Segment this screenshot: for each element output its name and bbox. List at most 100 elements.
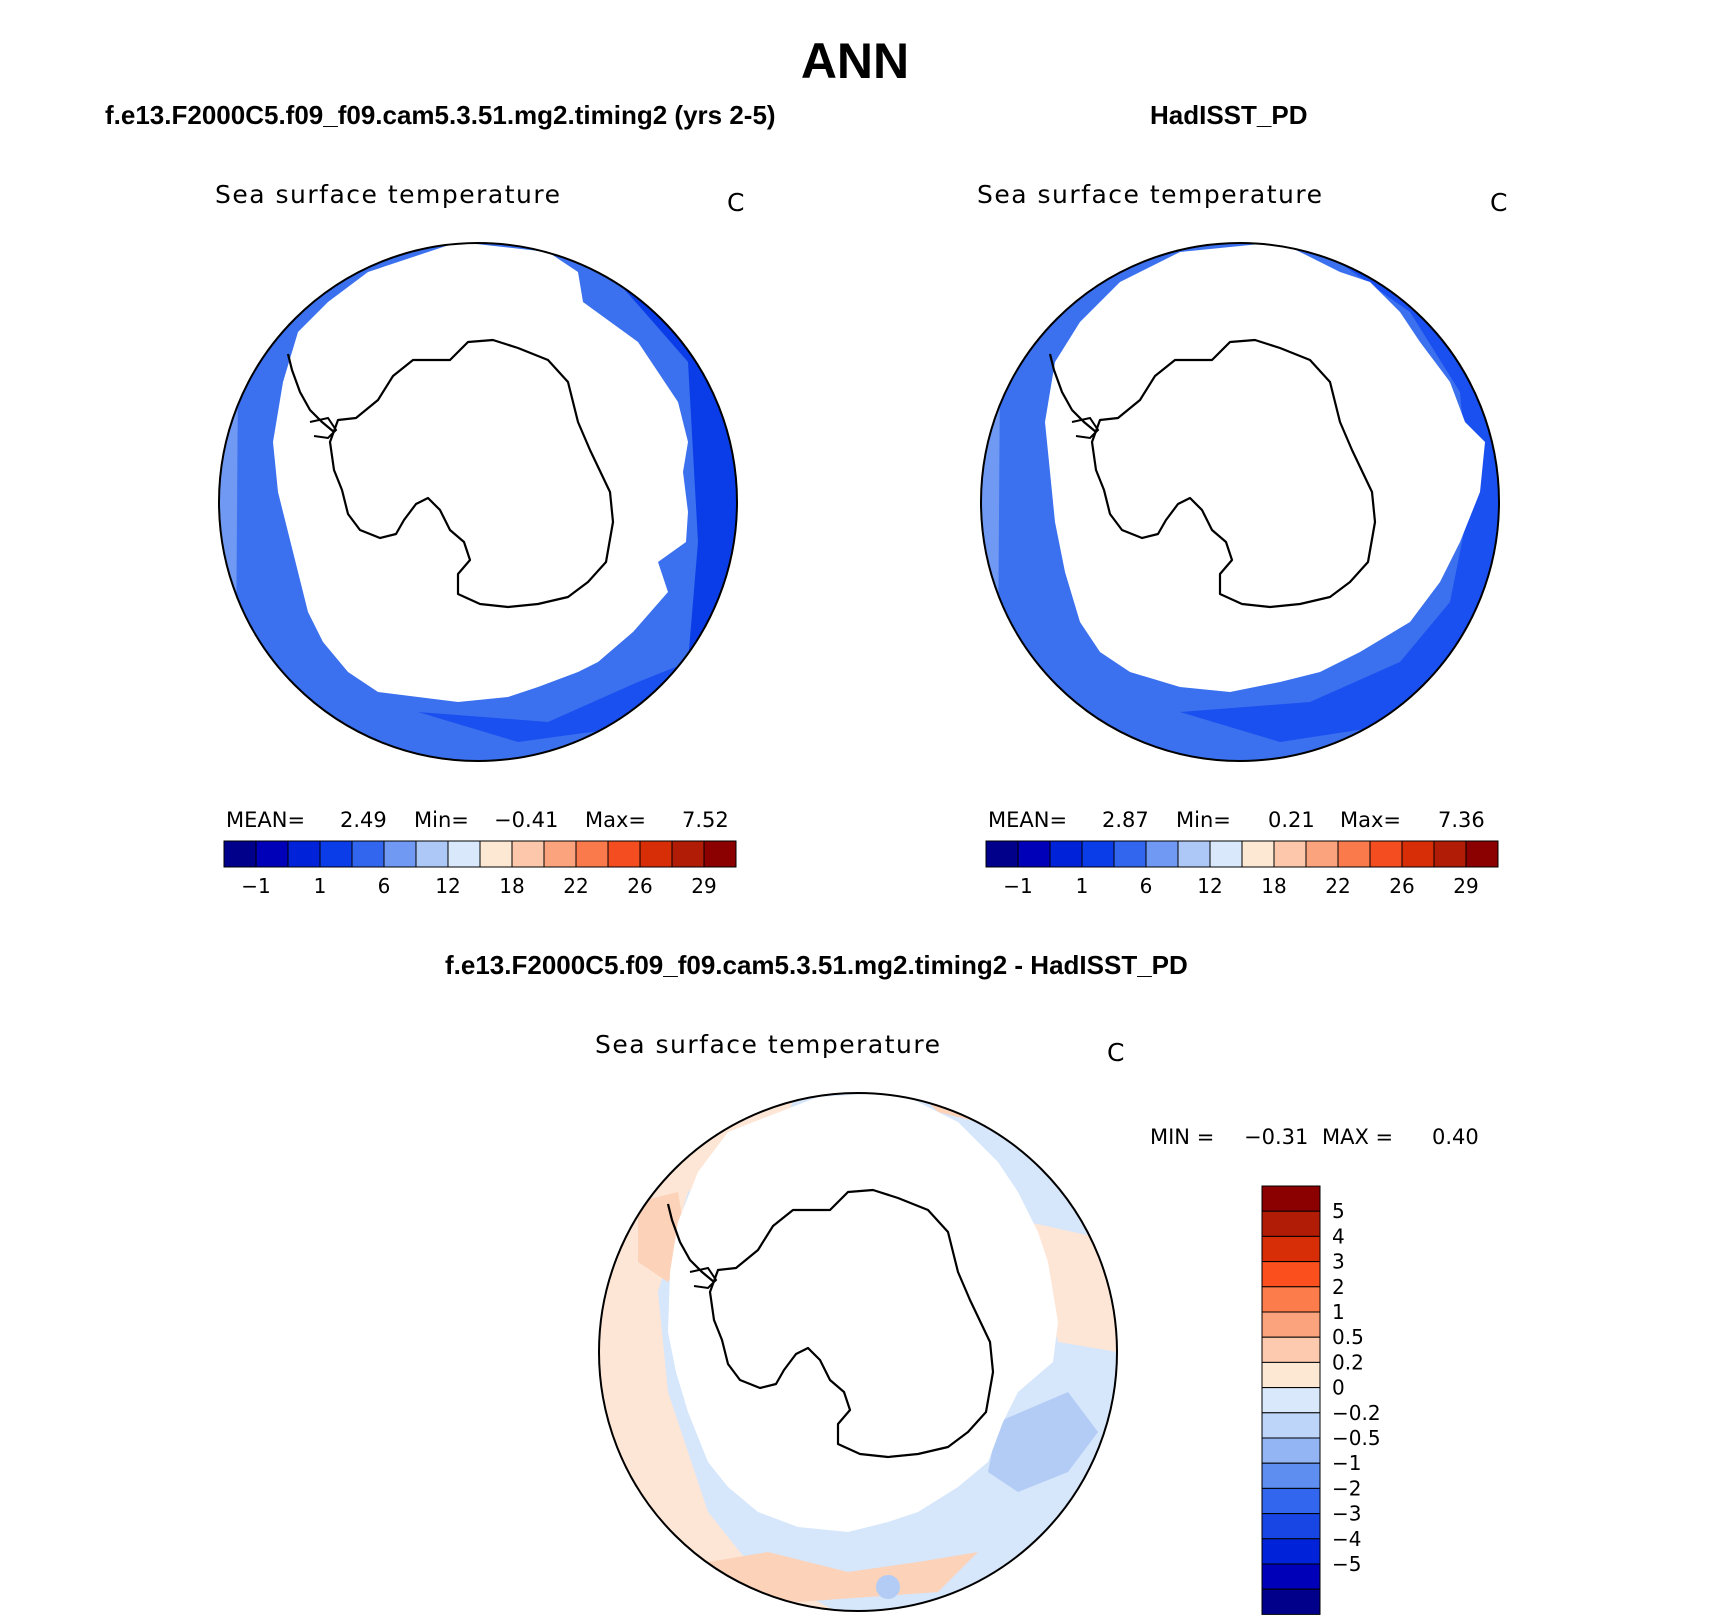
obs-colorbar-swatch-4 — [1113, 840, 1147, 868]
model-min-value: −0.41 — [494, 808, 559, 832]
diff-colorbar-tick-label: 5 — [1332, 1199, 1345, 1223]
model-colorbar-tick-label: 22 — [563, 874, 588, 898]
model-colorbar-swatch-4 — [351, 840, 385, 868]
model-variable-label: Sea surface temperature — [215, 180, 562, 209]
model-colorbar-swatch-0 — [223, 840, 257, 868]
model-colorbar-tick-label: −1 — [241, 874, 270, 898]
diff-colorbar-tick-label: −2 — [1332, 1476, 1361, 1500]
diff-cool-patch-east — [988, 1392, 1098, 1492]
model-colorbar-tick-label: 29 — [691, 874, 716, 898]
obs-variable-label: Sea surface temperature — [977, 180, 1324, 209]
model-min-label: Min= — [414, 808, 469, 832]
obs-max-label: Max= — [1340, 808, 1402, 832]
obs-mean-value: 2.87 — [1102, 808, 1149, 832]
diff-colorbar-tick-label: −0.2 — [1332, 1401, 1381, 1425]
model-colorbar-tick-label: 18 — [499, 874, 524, 898]
diff-colorbar-swatch-14 — [1261, 1538, 1321, 1565]
obs-colorbar-swatch-0 — [985, 840, 1019, 868]
obs-unit-label: C — [1490, 188, 1508, 217]
diff-colorbar-tick-label: 3 — [1332, 1250, 1345, 1274]
diff-colorbar-swatch-3 — [1261, 1261, 1321, 1288]
diff-colorbar-swatch-7 — [1261, 1361, 1321, 1389]
model-colorbar-swatch-5 — [383, 840, 417, 868]
obs-mean-label: MEAN= — [988, 808, 1068, 832]
model-colorbar-tick-label: 26 — [627, 874, 652, 898]
obs-min-value: 0.21 — [1268, 808, 1315, 832]
diff-colorbar-tick-label: 0.2 — [1332, 1350, 1364, 1374]
diff-colorbar-swatch-5 — [1261, 1311, 1321, 1338]
model-mean-label: MEAN= — [226, 808, 306, 832]
diff-colorbar-swatch-1 — [1261, 1210, 1321, 1237]
ice-shelf-outline — [689, 1266, 718, 1290]
diff-max-label: MAX = — [1322, 1125, 1394, 1149]
diff-colorbar-tick-label: −0.5 — [1332, 1426, 1381, 1450]
model-colorbar-swatch-6 — [415, 840, 449, 868]
model-colorbar-swatch-2 — [287, 840, 321, 868]
diff-colorbar-tick-label: 0 — [1332, 1376, 1345, 1400]
model-colorbar-swatch-12 — [607, 840, 641, 868]
diff-warm-east — [1028, 1222, 1117, 1352]
diff-max-value: 0.40 — [1432, 1125, 1479, 1149]
obs-colorbar-tick-label: 1 — [1076, 874, 1089, 898]
figure-title: ANN — [800, 33, 910, 89]
diff-cool-spot — [876, 1575, 900, 1599]
antarctic-peninsula — [286, 353, 335, 433]
model-colorbar-swatch-14 — [671, 840, 705, 868]
diff-variable-label: Sea surface temperature — [595, 1030, 942, 1059]
ice-shelf-outline — [1071, 416, 1100, 440]
ice-shelf-outline — [309, 416, 338, 440]
sea-ice-region — [668, 1093, 1058, 1532]
diff-colorbar-tick-label: −4 — [1332, 1527, 1361, 1551]
diff-colorbar-swatch-11 — [1261, 1462, 1321, 1489]
obs-colorbar-swatch-12 — [1369, 840, 1403, 868]
diff-unit-label: C — [1107, 1038, 1125, 1067]
model-case-title: f.e13.F2000C5.f09_f09.cam5.3.51.mg2.timi… — [105, 100, 776, 130]
model-max-label: Max= — [585, 808, 647, 832]
diff-colorbar-swatch-2 — [1261, 1235, 1321, 1263]
obs-case-title: HadISST_PD — [1150, 100, 1308, 130]
diff-colorbar-swatch-15 — [1261, 1563, 1321, 1590]
obs-colorbar-swatch-15 — [1465, 840, 1499, 868]
diff-min-label: MIN = — [1150, 1125, 1215, 1149]
model-colorbar-swatch-3 — [319, 840, 353, 868]
diff-colorbar-tick-label: 1 — [1332, 1300, 1345, 1324]
model-colorbar-tick-label: 6 — [378, 874, 391, 898]
diff-colorbar-swatch-9 — [1261, 1412, 1321, 1439]
obs-colorbar: −1 1 6 12 18 22 26 29 — [985, 840, 1499, 898]
obs-colorbar-tick-label: −1 — [1003, 874, 1032, 898]
obs-colorbar-swatch-5 — [1145, 840, 1179, 868]
model-max-value: 7.52 — [682, 808, 729, 832]
diff-colorbar-swatch-16 — [1261, 1588, 1321, 1615]
diff-colorbar-tick-label: 4 — [1332, 1224, 1345, 1248]
diff-colorbar-swatch-12 — [1261, 1487, 1321, 1515]
obs-colorbar-swatch-3 — [1081, 840, 1115, 868]
diff-colorbar-tick-label: 0.5 — [1332, 1325, 1364, 1349]
obs-colorbar-tick-label: 29 — [1453, 874, 1478, 898]
diff-colorbar-swatch-10 — [1261, 1437, 1321, 1464]
diff-warm-patch-south — [708, 1552, 978, 1602]
diff-case-title: f.e13.F2000C5.f09_f09.cam5.3.51.mg2.timi… — [445, 950, 1188, 980]
antarctica-coastline — [1090, 338, 1377, 609]
diff-colorbar-tick-label: −3 — [1332, 1502, 1361, 1526]
antarctic-peninsula — [666, 1203, 715, 1283]
model-colorbar: −1 1 6 12 18 22 26 29 — [223, 840, 737, 898]
diff-colorbar-tick-label: −5 — [1332, 1552, 1361, 1576]
diff-colorbar-swatch-13 — [1261, 1513, 1321, 1540]
sea-ice-region — [1045, 243, 1485, 692]
obs-colorbar-tick-label: 12 — [1197, 874, 1222, 898]
model-colorbar-swatch-13 — [639, 840, 673, 868]
obs-colorbar-swatch-8 — [1241, 840, 1275, 868]
model-colorbar-swatch-8 — [479, 840, 513, 868]
model-colorbar-swatch-10 — [543, 840, 577, 868]
diff-colorbar-tick-label: 2 — [1332, 1275, 1345, 1299]
obs-polar-map — [980, 242, 1500, 762]
model-colorbar-tick-label: 1 — [314, 874, 327, 898]
model-colorbar-swatch-15 — [703, 840, 737, 868]
diff-min-value: −0.31 — [1244, 1125, 1309, 1149]
obs-colorbar-swatch-1 — [1017, 840, 1051, 868]
diff-colorbar-swatch-0 — [1261, 1185, 1321, 1212]
sea-ice-region — [273, 243, 688, 702]
model-mean-value: 2.49 — [340, 808, 387, 832]
obs-colorbar-swatch-9 — [1273, 840, 1307, 868]
